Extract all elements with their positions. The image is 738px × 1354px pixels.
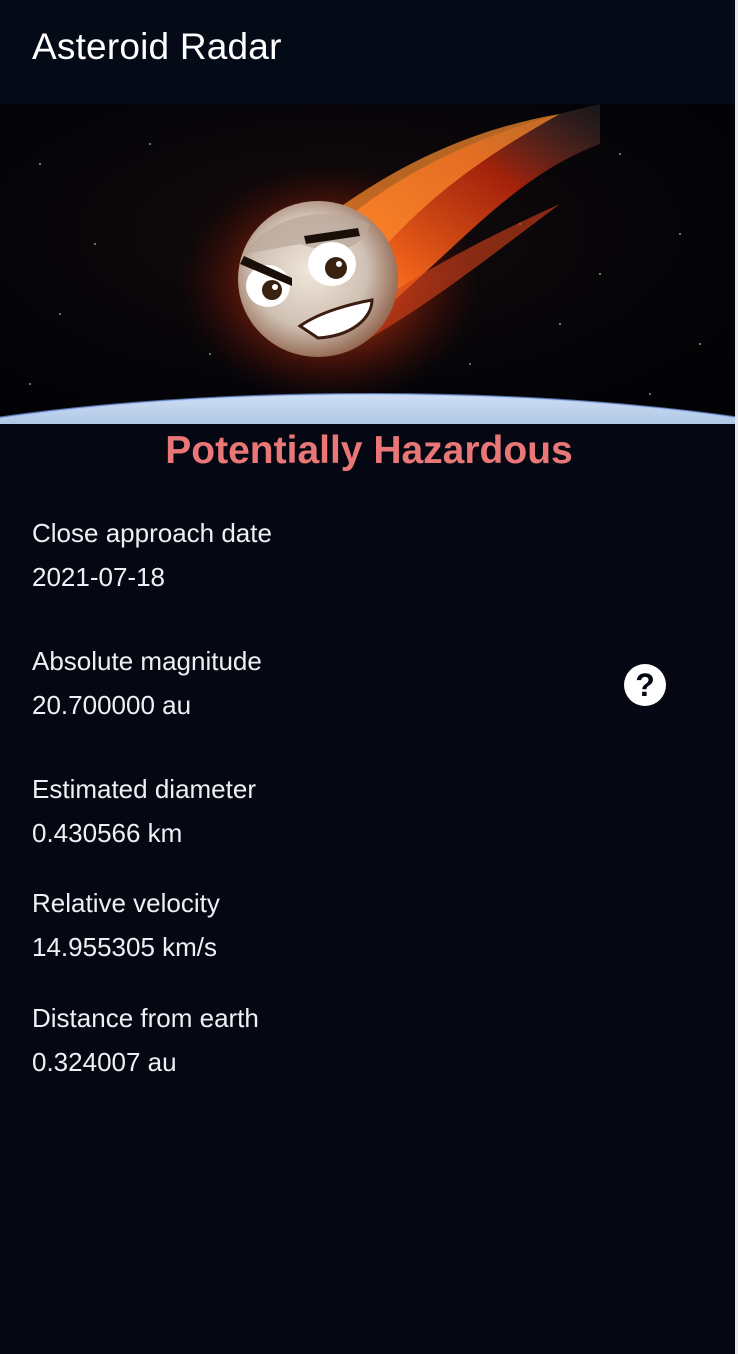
detail-label: Close approach date <box>32 518 272 548</box>
detail-close-approach-date: Close approach date 2021-07-18 <box>32 518 272 592</box>
detail-label: Relative velocity <box>32 888 220 918</box>
detail-absolute-magnitude: Absolute magnitude 20.700000 au <box>32 646 262 720</box>
detail-value: 2021-07-18 <box>32 562 165 592</box>
screen-edge <box>735 0 738 1354</box>
detail-value: 20.700000 au <box>32 690 192 720</box>
app-bar: Asteroid Radar <box>0 0 738 104</box>
detail-value: 0.430566 km <box>32 818 183 848</box>
detail-estimated-diameter: Estimated diameter 0.430566 km <box>32 774 256 848</box>
detail-value: 14.955305 km/s <box>32 932 218 962</box>
help-icon[interactable]: ? <box>624 664 666 706</box>
detail-value: 0.324007 au <box>32 1047 177 1077</box>
detail-distance-from-earth: Distance from earth 0.324007 au <box>32 1003 259 1077</box>
hazard-status-label: Potentially Hazardous <box>165 429 573 472</box>
hero-image <box>0 104 738 424</box>
detail-label: Absolute magnitude <box>32 646 262 676</box>
detail-label: Estimated diameter <box>32 774 256 804</box>
app-title: Asteroid Radar <box>32 26 282 67</box>
detail-relative-velocity: Relative velocity 14.955305 km/s <box>32 888 220 962</box>
detail-label: Distance from earth <box>32 1003 259 1033</box>
